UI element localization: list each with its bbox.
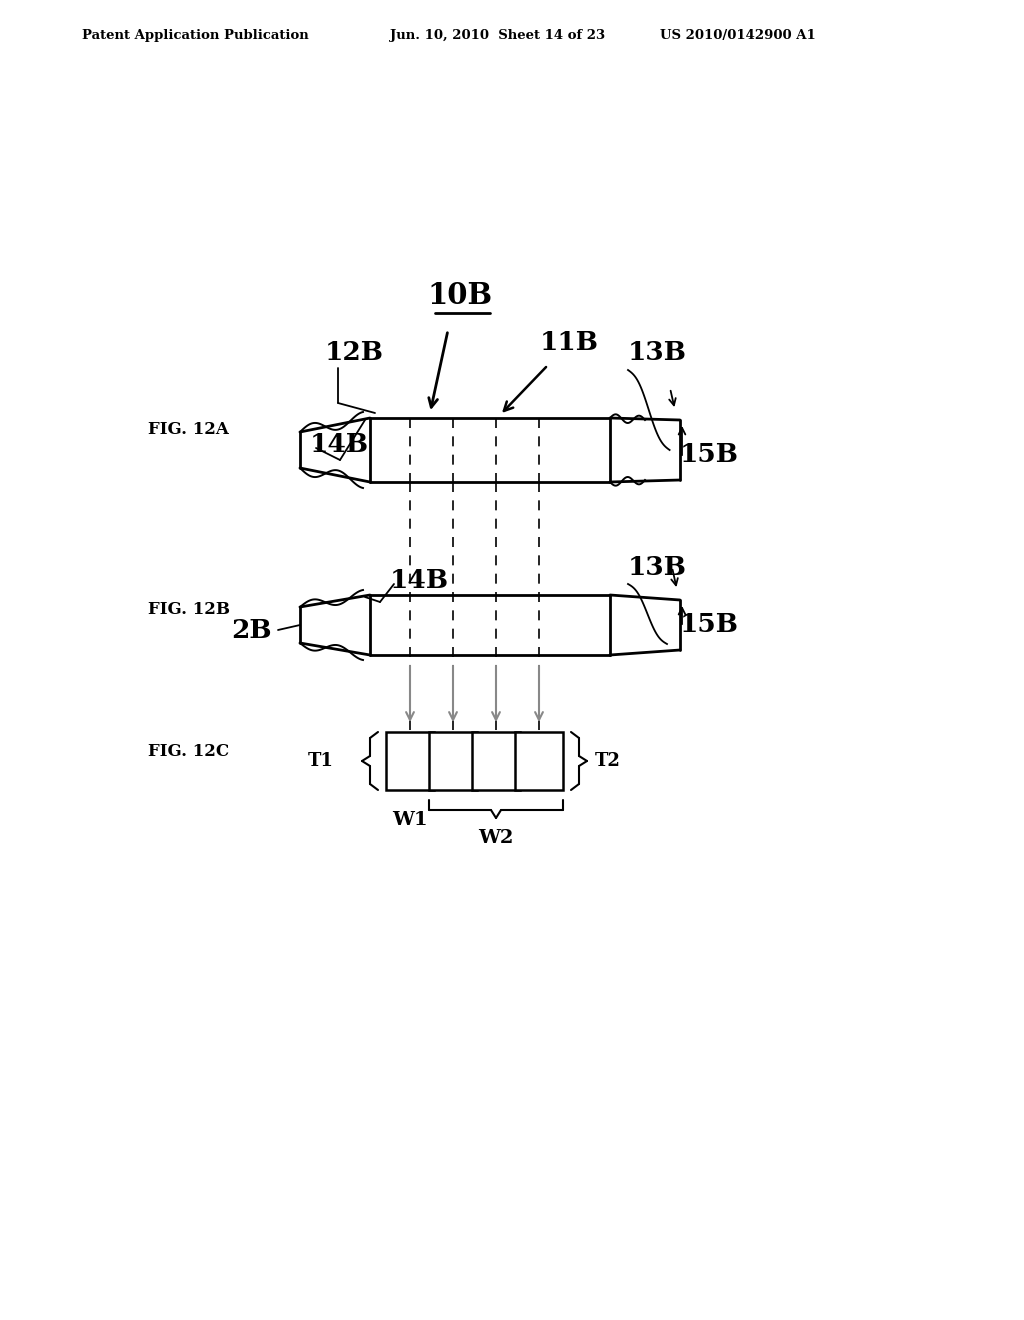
Text: US 2010/0142900 A1: US 2010/0142900 A1 — [660, 29, 816, 41]
Text: T1: T1 — [308, 752, 334, 770]
Text: Jun. 10, 2010  Sheet 14 of 23: Jun. 10, 2010 Sheet 14 of 23 — [390, 29, 605, 41]
Text: Patent Application Publication: Patent Application Publication — [82, 29, 309, 41]
Text: FIG. 12C: FIG. 12C — [148, 743, 229, 760]
Text: 13B: 13B — [628, 341, 687, 366]
Text: W2: W2 — [478, 829, 514, 847]
Text: 11B: 11B — [540, 330, 599, 355]
Text: FIG. 12A: FIG. 12A — [148, 421, 229, 438]
Text: W1: W1 — [392, 810, 428, 829]
Bar — [429, 733, 477, 789]
Text: 12B: 12B — [325, 341, 384, 366]
Text: FIG. 12B: FIG. 12B — [148, 602, 230, 619]
Bar — [515, 733, 563, 789]
Text: T2: T2 — [595, 752, 621, 770]
Text: 15B: 15B — [680, 442, 739, 467]
Bar — [386, 733, 434, 789]
Text: 14B: 14B — [390, 568, 450, 593]
Text: 14B: 14B — [310, 433, 369, 458]
Text: 13B: 13B — [628, 554, 687, 579]
Text: 10B: 10B — [427, 281, 493, 310]
Bar — [472, 733, 520, 789]
Text: 15B: 15B — [680, 612, 739, 638]
Text: 2B: 2B — [231, 618, 272, 643]
